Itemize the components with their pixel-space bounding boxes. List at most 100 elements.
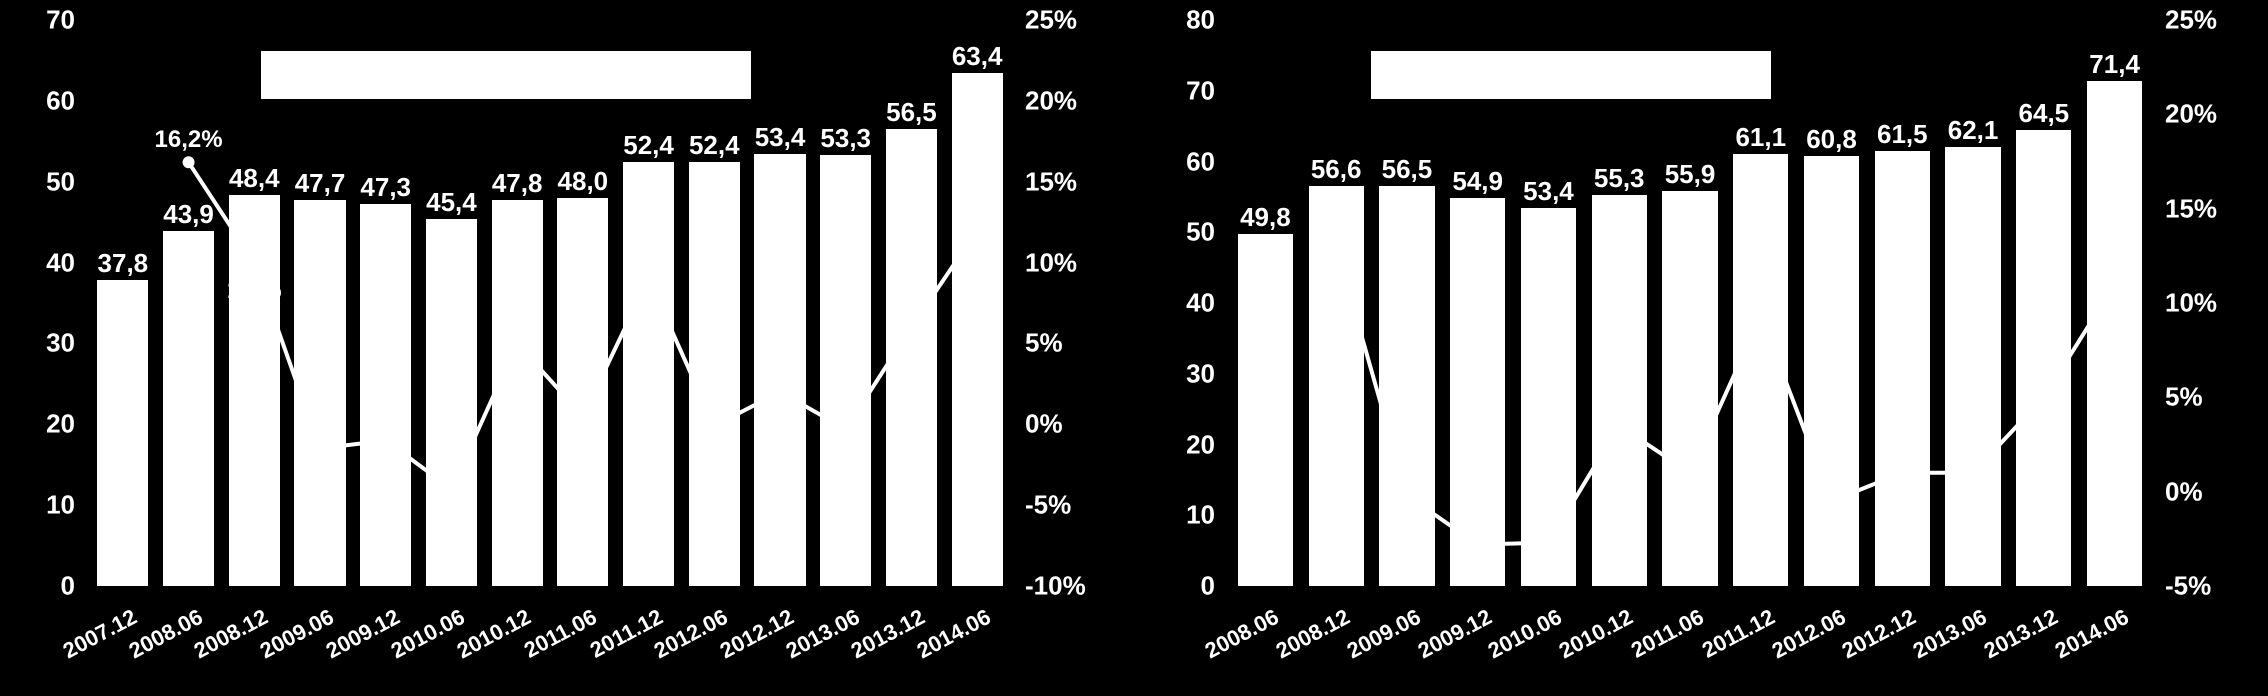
- legend-box: [260, 50, 752, 100]
- y-left-tick: 20: [20, 409, 75, 440]
- line-value-label: %: [901, 341, 922, 369]
- line-value-label: 13 %: [1309, 210, 1364, 238]
- y-right-tick: 10%: [2165, 288, 2217, 319]
- line-value-label: 5 %: [496, 357, 537, 385]
- x-category-label: 2011.12: [585, 604, 666, 664]
- line-value-label: - 5%: [1807, 515, 1856, 543]
- y-left-tick: 50: [1160, 217, 1215, 248]
- x-category-label: 2008.12: [1272, 604, 1354, 664]
- y-left-tick: 40: [1160, 288, 1215, 319]
- x-category-label: 2010.06: [1484, 604, 1566, 664]
- legend-box: [1370, 50, 1772, 100]
- bar-value-label: 54,9: [1452, 166, 1503, 197]
- line-value-label: 0 %: [1669, 487, 1710, 515]
- y-left-tick: 10: [20, 490, 75, 521]
- bar-value-label: 47,3: [360, 172, 411, 203]
- y-right-tick: 15%: [2165, 193, 2217, 224]
- y-left-tick: 60: [1160, 146, 1215, 177]
- x-category-label: 2013.06: [781, 604, 863, 664]
- bar-value-label: 63,4: [952, 41, 1003, 72]
- line-value-label: %: [2104, 298, 2125, 326]
- left-chart: 010203040506070-10%-5%0%5%10%15%20%25%37…: [0, 0, 1100, 696]
- y-left-tick: 0: [20, 571, 75, 602]
- y-right-tick: -5%: [2165, 571, 2211, 602]
- x-category-label: 2008.06: [1201, 604, 1283, 664]
- x-category-label: 2009.12: [1413, 604, 1495, 664]
- x-category-label: 2011.12: [1698, 604, 1779, 664]
- x-category-label: 2012.12: [716, 604, 798, 664]
- line-value-label: %: [2033, 411, 2054, 439]
- y-left-tick: 70: [1160, 75, 1215, 106]
- y-left-tick: 70: [20, 5, 75, 36]
- line-value-label: 9 %: [1740, 330, 1781, 358]
- bar-value-label: 52,4: [689, 130, 740, 161]
- y-left-tick: 0: [1160, 571, 1215, 602]
- y-left-tick: 40: [20, 247, 75, 278]
- x-category-label: 2007.12: [59, 604, 141, 664]
- bar-value-label: 48,4: [229, 163, 280, 194]
- y-right-tick: 20%: [1025, 85, 1077, 116]
- bar-value-label: 55,9: [1665, 159, 1716, 190]
- line-value-label: 10 %: [227, 277, 282, 305]
- y-right-tick: 25%: [1025, 5, 1077, 36]
- x-category-label: 2013.12: [1980, 604, 2062, 664]
- bar-value-label: 61,1: [1735, 122, 1786, 153]
- bar-value-label: 53,4: [1523, 176, 1574, 207]
- y-right-tick: 5%: [2165, 382, 2203, 413]
- x-category-label: 2014.06: [913, 604, 995, 664]
- bar-value-label: 52,4: [623, 130, 674, 161]
- x-category-label: 2009.12: [321, 604, 403, 664]
- line-value-label: -0 %: [1382, 509, 1431, 537]
- bar-value-label: 48,0: [558, 166, 609, 197]
- bar-value-label: 45,4: [426, 187, 477, 218]
- bar-value-label: 47,7: [295, 168, 346, 199]
- y-left-tick: 80: [1160, 5, 1215, 36]
- bar-value-label: 64,5: [2019, 98, 2070, 129]
- right-chart: 0 10 20 30 40 50 60 70 80 -5% 0% 5% 10% 15% 20% 25% 49,8…: [1140, 0, 2240, 696]
- y-left-tick: 50: [20, 166, 75, 197]
- y-left-tick: 30: [20, 328, 75, 359]
- line-value-label: %: [1892, 487, 1913, 515]
- x-category-label: 2012.12: [1838, 604, 1920, 664]
- x-category-label: 2010.12: [1555, 604, 1637, 664]
- x-category-label: 2011.06: [520, 604, 601, 664]
- bar-value-label: 71,4: [2089, 49, 2140, 80]
- bar-value-label: 56,6: [1311, 154, 1362, 185]
- line-value-label: ,3%: [825, 443, 866, 471]
- y-left-tick: 10: [1160, 500, 1215, 531]
- bar-value-label: 60,8: [1806, 124, 1857, 155]
- line-value-label: 0, %: [1949, 487, 1997, 515]
- line-value-label: - %: [433, 503, 469, 531]
- x-category-label: 2013.06: [1909, 604, 1991, 664]
- x-category-label: 2010.06: [387, 604, 469, 664]
- line-value-label: 9 %: [628, 293, 669, 321]
- line-value-label: -2 %: [1524, 557, 1573, 585]
- x-category-label: 2012.06: [650, 604, 732, 664]
- line-value-label: 1 %: [956, 244, 997, 272]
- bar-value-label: 55,3: [1594, 163, 1645, 194]
- y-left-tick: 20: [1160, 429, 1215, 460]
- bar-value-label: 37,8: [98, 248, 149, 279]
- y-left-tick: 60: [20, 85, 75, 116]
- y-right-tick: 10%: [1025, 247, 1077, 278]
- x-category-label: 2011.06: [1627, 604, 1708, 664]
- y-right-tick: 0%: [2165, 476, 2203, 507]
- y-left-tick: 30: [1160, 358, 1215, 389]
- bar-value-label: 49,8: [1240, 202, 1291, 233]
- bar-value-label: 62,1: [1948, 115, 1999, 146]
- y-right-tick: 20%: [2165, 99, 2217, 130]
- line-value-label: - %: [368, 454, 404, 482]
- bar-value-label: 53,4: [755, 122, 806, 153]
- x-category-label: 2010.12: [453, 604, 535, 664]
- bar-value-label: 56,5: [886, 97, 937, 128]
- bar-value-label: 53,3: [820, 123, 871, 154]
- y-right-tick: 0%: [1025, 409, 1063, 440]
- y-right-tick: 25%: [2165, 5, 2217, 36]
- x-category-label: 2009.06: [256, 604, 338, 664]
- x-category-label: 2008.12: [190, 604, 272, 664]
- bar-value-label: 47,8: [492, 168, 543, 199]
- line-value-label: 0 %: [562, 430, 603, 458]
- y-right-tick: 15%: [1025, 166, 1077, 197]
- bar-value-label: 56,5: [1382, 154, 1433, 185]
- bar-value-label: 61,5: [1877, 119, 1928, 150]
